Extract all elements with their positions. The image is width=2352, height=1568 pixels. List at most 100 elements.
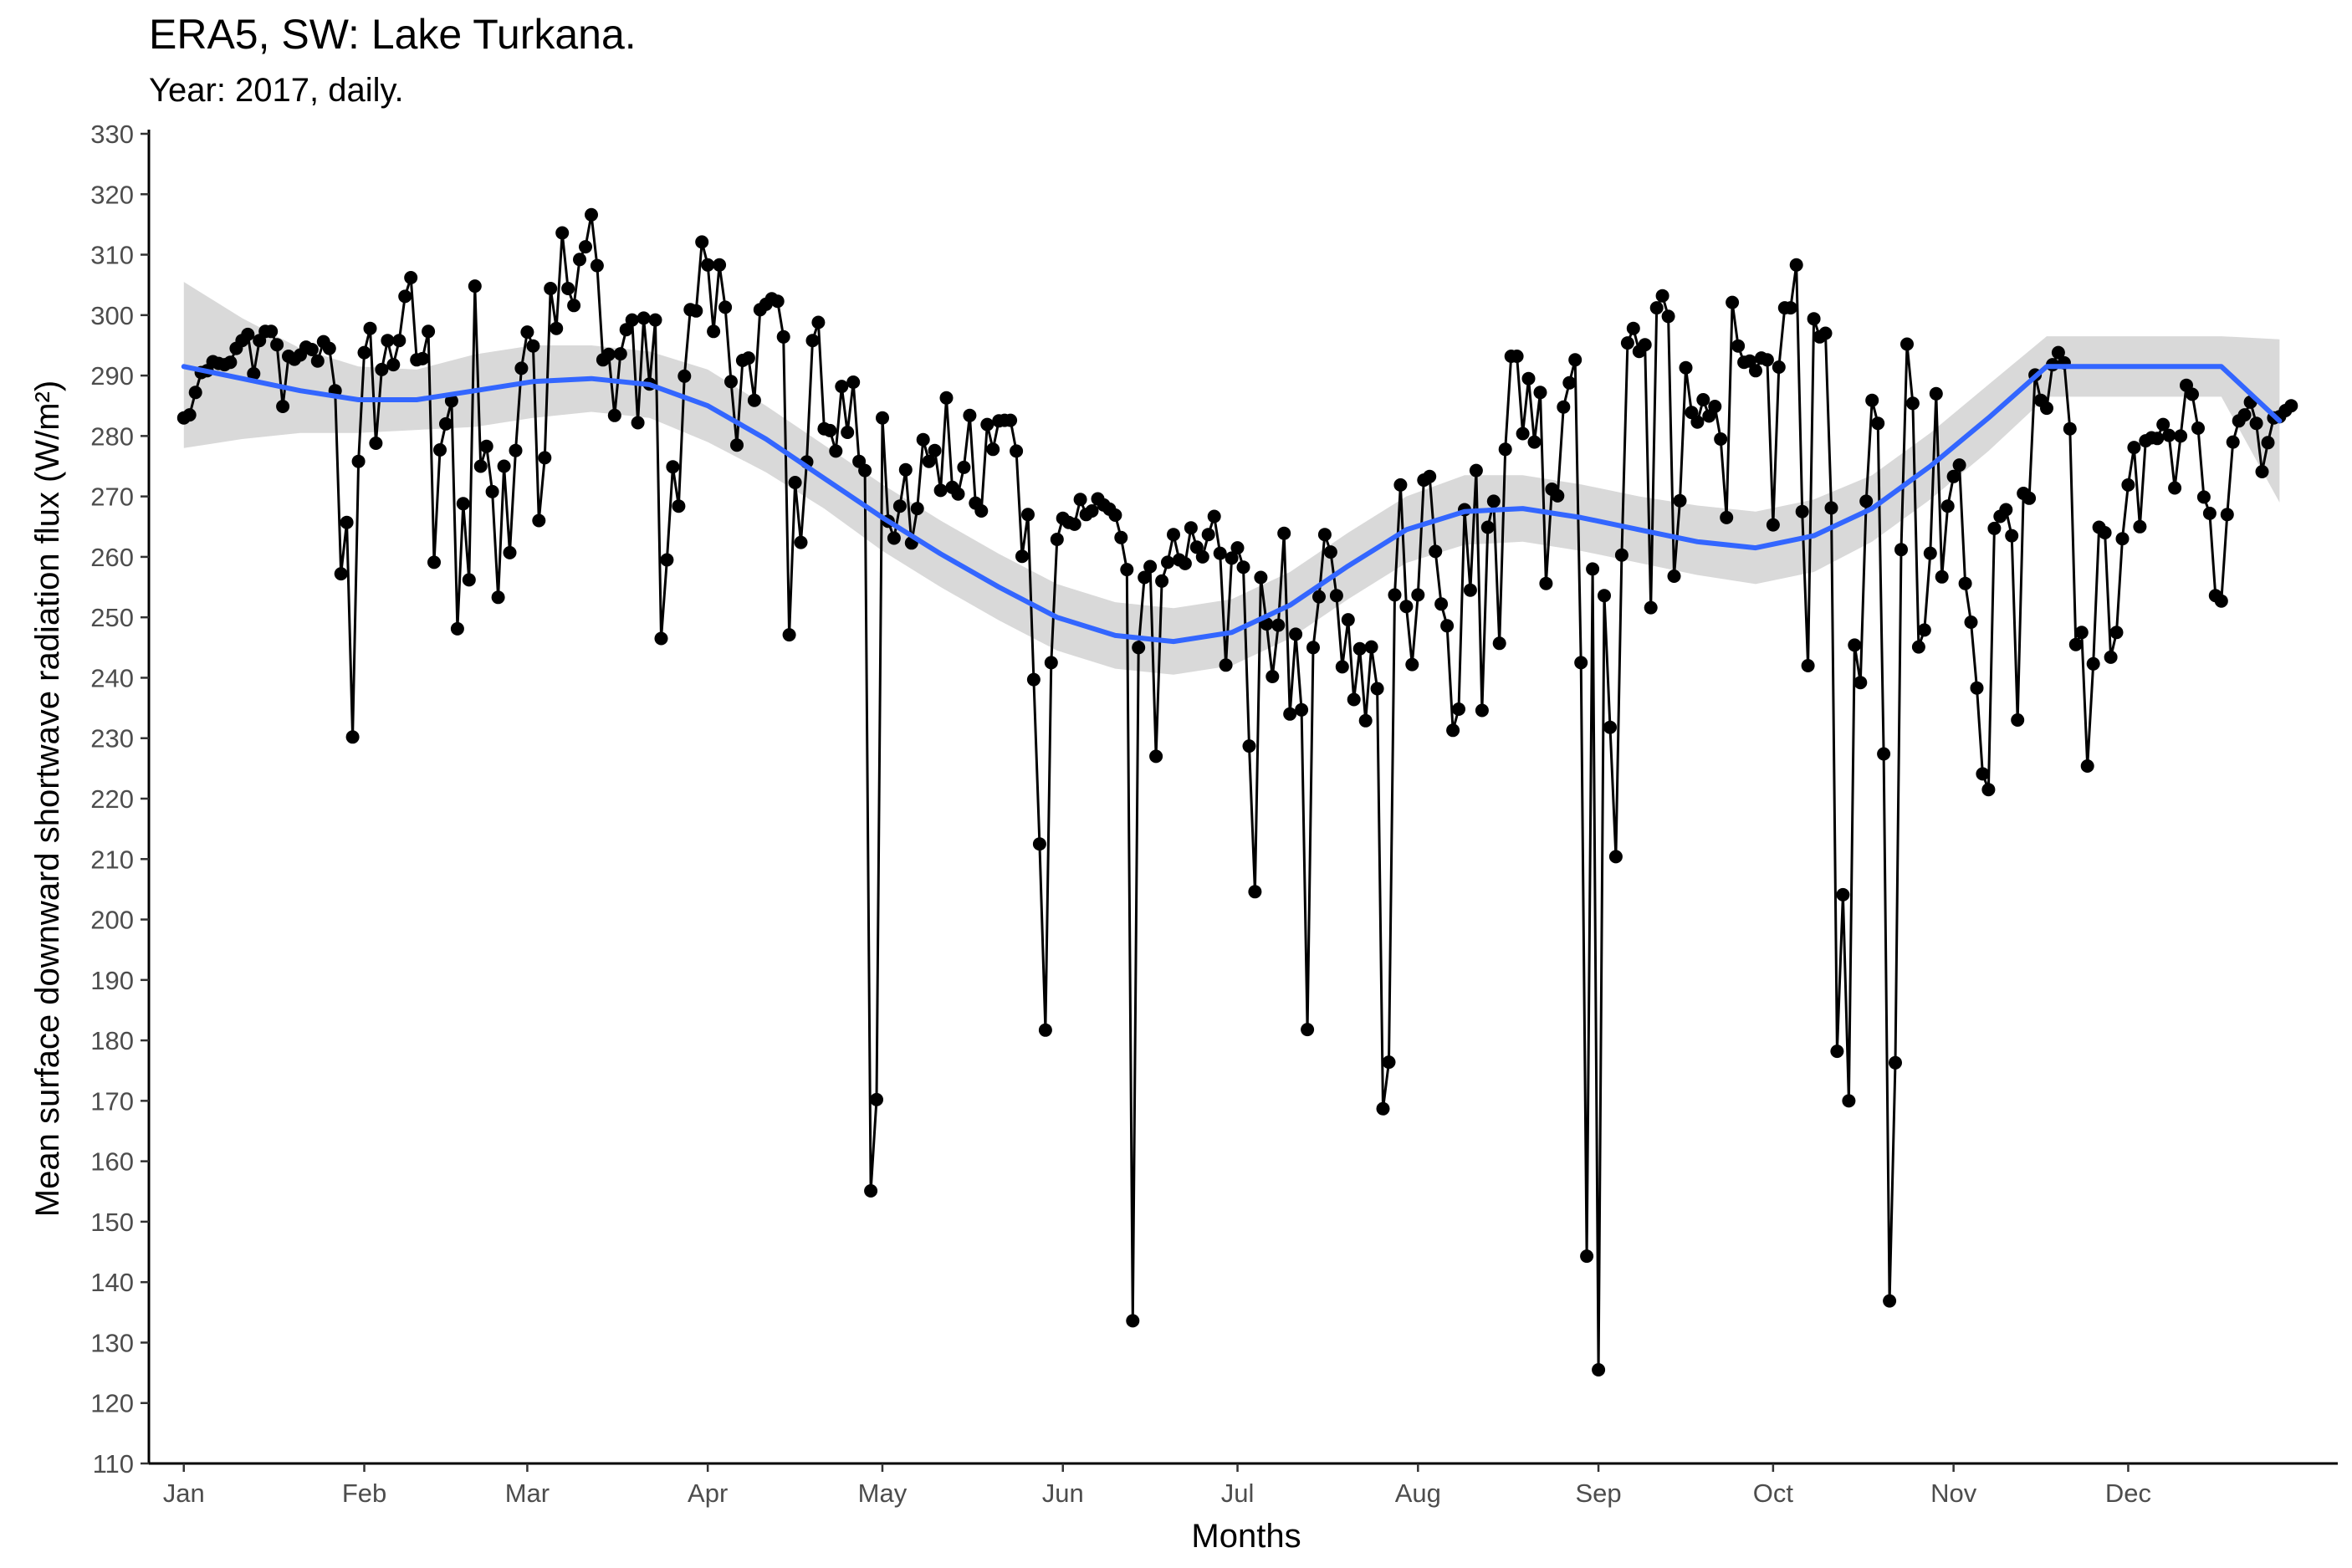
y-tick-label: 210 bbox=[90, 845, 134, 874]
x-tick-label: Jan bbox=[163, 1479, 205, 1508]
data-point bbox=[770, 294, 785, 309]
data-point bbox=[1952, 458, 1966, 472]
data-point bbox=[357, 345, 371, 360]
data-point bbox=[1219, 658, 1233, 672]
data-point bbox=[2255, 465, 2269, 478]
data-point bbox=[1853, 676, 1868, 690]
data-point bbox=[1731, 339, 1746, 353]
data-point bbox=[928, 443, 942, 457]
data-point bbox=[1940, 499, 1955, 513]
data-point bbox=[1702, 409, 1716, 423]
data-point bbox=[1126, 1314, 1140, 1328]
x-tick-label: Jul bbox=[1221, 1479, 1255, 1508]
chart-title: ERA5, SW: Lake Turkana. bbox=[149, 11, 637, 58]
data-point bbox=[2196, 490, 2211, 504]
data-point bbox=[625, 313, 639, 327]
data-point bbox=[340, 515, 354, 529]
data-point bbox=[1010, 444, 1024, 458]
data-point bbox=[1649, 301, 1664, 315]
x-tick-label: Apr bbox=[688, 1479, 728, 1508]
data-point bbox=[1568, 353, 1582, 367]
data-point bbox=[2162, 428, 2176, 442]
data-point bbox=[1527, 435, 1542, 449]
data-point bbox=[1184, 521, 1198, 535]
data-point bbox=[1760, 353, 1774, 367]
x-tick-label: Dec bbox=[2105, 1479, 2151, 1508]
x-tick-label: Sep bbox=[1575, 1479, 1621, 1508]
data-point bbox=[1498, 442, 1512, 457]
data-point bbox=[2191, 421, 2205, 435]
data-point bbox=[1958, 576, 1972, 590]
data-point bbox=[514, 361, 529, 375]
confidence-band bbox=[183, 282, 2280, 675]
data-point bbox=[1562, 375, 1577, 390]
data-point bbox=[1317, 528, 1332, 542]
data-point bbox=[439, 416, 453, 431]
y-axis-title: Mean surface downward shortwave radiatio… bbox=[29, 381, 66, 1217]
data-point bbox=[1679, 360, 1693, 375]
data-point bbox=[1004, 413, 1018, 427]
data-point bbox=[1073, 493, 1087, 507]
data-point bbox=[1155, 574, 1169, 588]
data-point bbox=[369, 437, 383, 450]
data-point bbox=[538, 451, 552, 465]
data-point bbox=[1475, 703, 1489, 718]
data-point bbox=[601, 347, 616, 361]
data-point bbox=[473, 459, 488, 473]
x-tick-label: Jun bbox=[1042, 1479, 1084, 1508]
data-point bbox=[730, 438, 744, 452]
data-point bbox=[555, 226, 570, 240]
data-point bbox=[1865, 393, 1879, 407]
data-point bbox=[841, 426, 855, 439]
data-point bbox=[1050, 533, 1064, 546]
data-point bbox=[1230, 541, 1245, 555]
data-point bbox=[1143, 559, 1158, 574]
data-point bbox=[666, 460, 680, 474]
data-point bbox=[1626, 321, 1640, 335]
data-point bbox=[1265, 670, 1280, 683]
data-point bbox=[1405, 657, 1419, 672]
data-point bbox=[782, 628, 796, 642]
data-point bbox=[1044, 656, 1058, 670]
data-point bbox=[1434, 597, 1449, 611]
data-point bbox=[247, 366, 261, 381]
data-point bbox=[381, 334, 395, 348]
data-point bbox=[1871, 416, 1885, 431]
data-point bbox=[811, 315, 826, 329]
y-tick-label: 120 bbox=[90, 1389, 134, 1418]
data-point bbox=[1708, 400, 1722, 413]
data-point bbox=[1696, 393, 1710, 406]
data-point bbox=[1673, 493, 1687, 508]
data-point bbox=[375, 362, 389, 376]
data-point bbox=[2284, 399, 2298, 413]
data-point bbox=[1533, 386, 1547, 400]
data-point bbox=[1818, 326, 1833, 340]
data-point bbox=[2133, 519, 2147, 534]
data-point bbox=[1480, 520, 1495, 534]
data-point bbox=[1830, 1044, 1844, 1059]
y-tick-label: 200 bbox=[90, 906, 134, 935]
data-point bbox=[1323, 545, 1337, 559]
data-point bbox=[1999, 503, 2013, 517]
data-point bbox=[1644, 600, 1658, 615]
data-point bbox=[1370, 682, 1384, 696]
data-point bbox=[1271, 618, 1286, 632]
data-point bbox=[829, 444, 843, 458]
data-point bbox=[1067, 517, 1081, 531]
data-point bbox=[1521, 371, 1536, 386]
data-point bbox=[1347, 692, 1361, 707]
data-point bbox=[2115, 532, 2130, 546]
data-point bbox=[1848, 638, 1862, 652]
data-point bbox=[1312, 590, 1326, 604]
data-point bbox=[1021, 508, 1035, 522]
data-point bbox=[1836, 887, 1850, 901]
data-point bbox=[864, 1184, 878, 1198]
data-point bbox=[1167, 528, 1180, 542]
data-point bbox=[1592, 1363, 1606, 1376]
data-point bbox=[345, 730, 360, 744]
data-point bbox=[1661, 309, 1675, 324]
data-point bbox=[1032, 837, 1046, 851]
data-point bbox=[1295, 702, 1309, 717]
data-point bbox=[2109, 626, 2124, 640]
data-point bbox=[392, 334, 406, 348]
